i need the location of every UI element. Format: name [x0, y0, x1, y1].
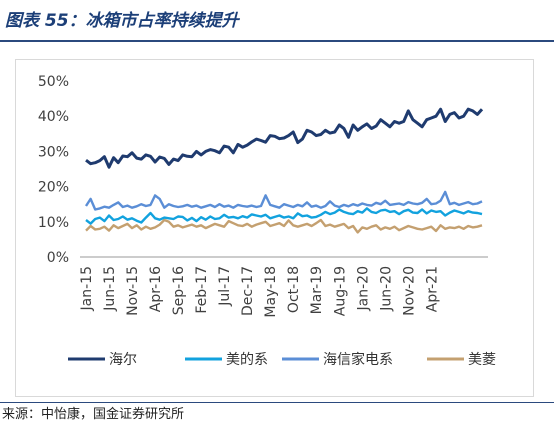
- x-tick-label: Aug-19: [332, 266, 348, 316]
- y-tick-label: 0%: [47, 250, 69, 266]
- y-axis-ticks: 0% 10% 20% 30% 40% 50%: [38, 74, 69, 266]
- x-tick-label: Jun-20: [378, 266, 394, 312]
- series-line: [85, 218, 483, 234]
- source-note: 来源：中怡康，国金证券研究所: [2, 407, 185, 422]
- legend: 海尔 美的系 海信家电系 美菱: [68, 351, 496, 368]
- series-group: [84, 107, 484, 234]
- x-tick-label: Apr-21: [424, 266, 440, 312]
- series-line: [85, 207, 483, 225]
- series-line: [85, 107, 484, 169]
- x-tick-label: Sep-16: [171, 266, 187, 315]
- y-tick-label: 50%: [38, 74, 69, 90]
- x-tick-label: Dec-17: [240, 266, 256, 316]
- y-tick-label: 20%: [38, 180, 69, 196]
- x-tick-label: Jan-20: [355, 266, 371, 311]
- x-tick-label: Nov-20: [401, 266, 417, 316]
- x-axis-ticks: Jan-15 Jun-15 Nov-15 Apr-16 Sep-16 Feb-17 Jul-…: [79, 266, 440, 318]
- x-tick-label: Mar-19: [309, 266, 325, 314]
- x-tick-label: Nov-15: [125, 266, 141, 316]
- source-divider: [0, 402, 554, 403]
- legend-label: 海信家电系: [323, 351, 393, 368]
- legend-label: 美菱: [468, 352, 496, 368]
- x-tick-label: Oct-18: [286, 266, 302, 313]
- y-tick-label: 10%: [38, 215, 69, 231]
- x-tick-label: Apr-16: [148, 266, 164, 312]
- series-line: [84, 190, 483, 211]
- legend-label: 美的系: [226, 352, 268, 368]
- x-tick-label: Jan-15: [79, 266, 95, 311]
- x-tick-label: Jul-17: [217, 266, 233, 307]
- y-tick-label: 40%: [38, 109, 69, 125]
- legend-label: 海尔: [109, 352, 137, 368]
- x-tick-label: May-18: [263, 266, 279, 318]
- chart-frame: [15, 59, 534, 397]
- y-tick-label: 30%: [38, 144, 69, 160]
- x-tick-label: Jun-15: [102, 266, 118, 312]
- chart-title: 图表 55：冰箱市占率持续提升: [5, 11, 239, 31]
- title-underline: [0, 40, 554, 42]
- x-tick-label: Feb-17: [194, 266, 210, 314]
